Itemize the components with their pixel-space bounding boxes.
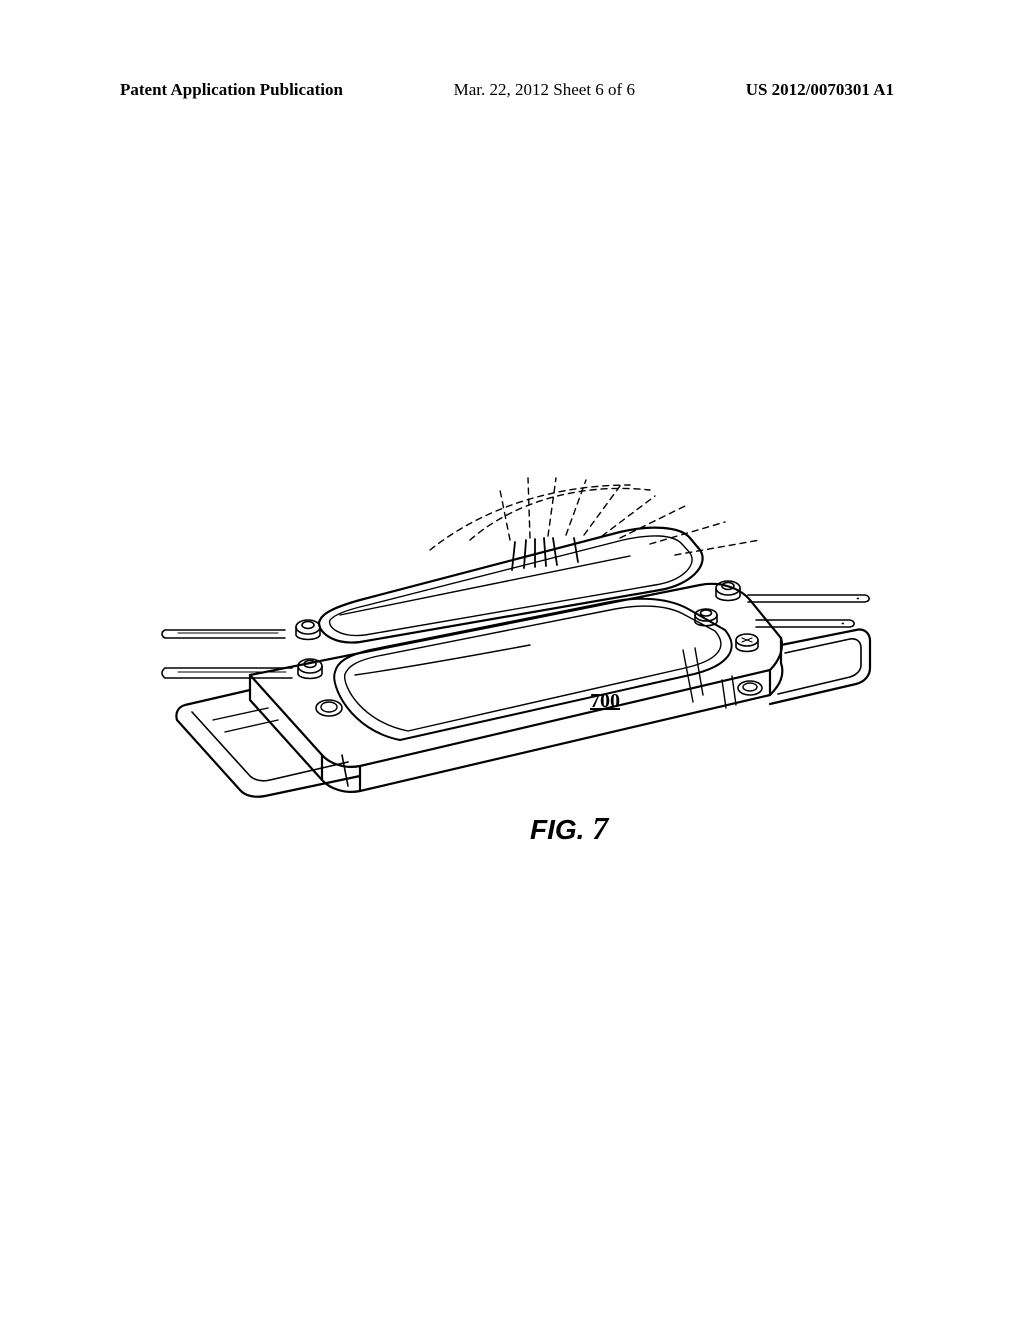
reference-number-700: 700 <box>590 690 620 713</box>
page-header: Patent Application Publication Mar. 22, … <box>0 80 1024 100</box>
figure-7-container: 700 FIG. 7 <box>130 450 890 810</box>
header-left: Patent Application Publication <box>120 80 343 100</box>
header-mid: Mar. 22, 2012 Sheet 6 of 6 <box>454 80 635 100</box>
header-right: US 2012/0070301 A1 <box>746 80 894 100</box>
figure-label-number: 7 <box>592 810 608 846</box>
patent-drawing-fig7 <box>130 450 890 850</box>
figure-label-prefix: FIG. <box>530 814 584 845</box>
figure-label: FIG. 7 <box>530 810 608 847</box>
